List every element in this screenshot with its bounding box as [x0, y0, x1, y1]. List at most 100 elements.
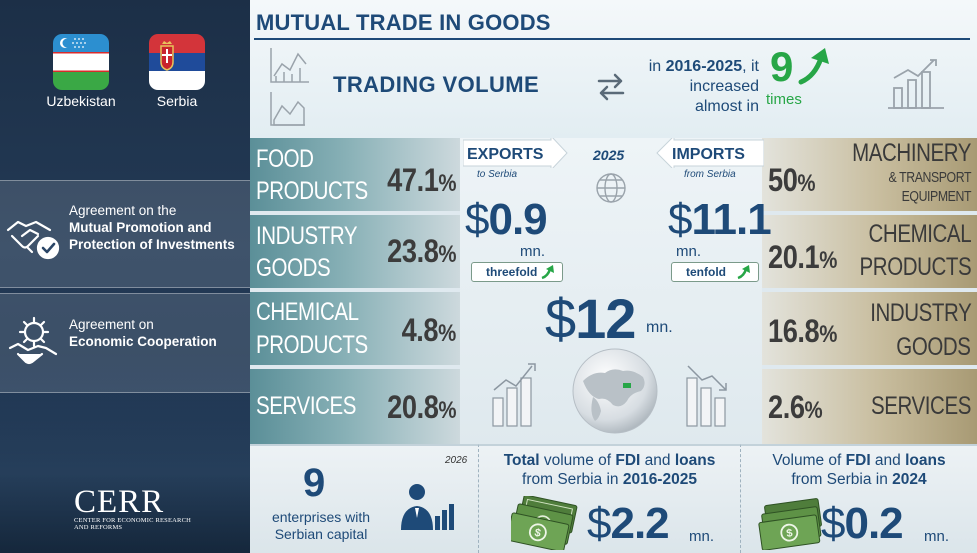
percent-sign: % [819, 247, 837, 274]
businessman-icon [401, 484, 454, 530]
export-row-food: FOOD PRODUCTS 47.1% [250, 138, 460, 211]
fdi-total-title-pre: Total [503, 452, 540, 469]
fdi-total-value: $2.2 [587, 499, 670, 549]
export-share: 47.1% [387, 162, 456, 199]
import-share-value: 20.1 [768, 239, 820, 275]
cerr-logo-text: CERR [74, 484, 165, 520]
line-chart-icon [270, 48, 309, 83]
imports-amount: 11.1 [691, 195, 771, 244]
serbia-label: Serbia [156, 93, 198, 109]
globe-grid-icon [596, 173, 626, 203]
svg-text:$: $ [786, 527, 794, 540]
exports-arrow-tag [463, 138, 568, 168]
up-arrow-icon [737, 265, 750, 280]
import-share-value: 50 [768, 162, 798, 198]
increase-suffix: , it [742, 58, 759, 75]
agreement-economic-text: Agreement on Economic Cooperation [69, 316, 245, 350]
increase-line2: increased [689, 78, 759, 95]
agreement-title: Economic Cooperation [69, 334, 217, 349]
fdi-2024-panel: Volume of FDI and loans from Serbia in 2… [740, 444, 977, 553]
fdi-total-title-mid: volume of [539, 452, 616, 469]
cerr-logo-subtitle: CENTER FOR ECONOMIC RESEARCH AND REFORMS [74, 517, 192, 531]
enterprises-count: 9 [303, 461, 326, 505]
export-row-industry: INDUSTRY GOODS 23.8% [250, 215, 460, 288]
imports-value: $11.1 [668, 195, 772, 245]
import-category-line2: PRODUCTS [859, 253, 971, 281]
export-category-line1: SERVICES [256, 392, 357, 420]
import-row-chemical: 20.1% CHEMICAL PRODUCTS [762, 215, 977, 288]
cash-bundle-icon: $ [758, 498, 822, 550]
exports-growth-label: threefold [486, 265, 538, 279]
total-amount: 12 [575, 287, 636, 350]
fdi-total-unit: mn. [689, 528, 715, 545]
imports-arrow-tag [656, 138, 764, 168]
percent-sign: % [438, 241, 456, 268]
exports-unit: mn. [520, 243, 546, 260]
header: MUTUAL TRADE IN GOODS TRADING VOLUME in … [250, 0, 977, 138]
import-category-line2: GOODS [896, 333, 972, 361]
imports-growth-label: tenfold [686, 265, 726, 279]
fdi-2024-unit: mn. [924, 528, 950, 545]
export-share-value: 23.8 [387, 233, 439, 269]
exports-growth-badge: threefold [471, 262, 563, 282]
percent-sign: % [438, 320, 456, 347]
exports-note: to Serbia [477, 169, 518, 180]
import-share: 50% [768, 162, 816, 199]
import-category: MACHINERY & TRANSPORT EQUIPMENT [852, 138, 971, 206]
export-share: 23.8% [387, 233, 456, 270]
enterprises-desc-line1: enterprises with [271, 509, 371, 525]
cerr-logo: CERR CENTER FOR ECONOMIC RESEARCH AND RE… [74, 484, 194, 532]
multiplier-unit: times [766, 91, 802, 108]
export-category-line1: FOOD [256, 145, 314, 173]
import-share: 16.8% [768, 313, 837, 350]
exports-amount: 0.9 [488, 195, 547, 244]
fdi-2024-title-pre: Volume of [772, 452, 846, 469]
currency-sign: $ [668, 195, 693, 244]
growth-bars-icon [492, 363, 536, 427]
percent-sign: % [804, 397, 823, 424]
fdi-total-title-from: from Serbia in [522, 471, 623, 488]
fdi-total-title-period: 2016-2025 [622, 471, 697, 488]
growth-arrow-icon [798, 48, 829, 85]
uzbekistan-flag-icon [53, 34, 109, 90]
trading-volume-label: TRADING VOLUME [333, 72, 540, 97]
svg-text:$: $ [533, 527, 541, 540]
import-share-value: 16.8 [768, 313, 820, 349]
area-chart-icon [270, 92, 305, 126]
year-label: 2025 [593, 147, 625, 163]
fdi-2024-value: $0.2 [821, 499, 904, 549]
total-trade-value: $12 [545, 286, 636, 351]
export-row-chemical: CHEMICAL PRODUCTS 4.8% [250, 292, 460, 365]
agreement-investments-text: Agreement on the Mutual Promotion and Pr… [69, 202, 245, 253]
imports-label: IMPORTS [672, 146, 745, 163]
fdi-2024-title-loans: loans [905, 452, 946, 469]
export-category-line1: CHEMICAL [256, 298, 359, 326]
enterprises-year: 2026 [445, 455, 468, 466]
swap-arrows-icon [597, 73, 625, 101]
imports-note: from Serbia [684, 169, 736, 180]
agreement-title: Mutual Promotion and Protection of Inves… [69, 220, 235, 252]
left-panel: Uzbekistan Serbia Agreement on the Mutua… [0, 0, 250, 553]
agreement-prefix: Agreement on the [69, 203, 177, 218]
city-background [0, 353, 250, 553]
import-row-services: 2.6% SERVICES [762, 369, 977, 444]
import-row-industry: 16.8% INDUSTRY GOODS [762, 292, 977, 365]
agreement-investments: Agreement on the Mutual Promotion and Pr… [0, 180, 250, 288]
import-category-line1: MACHINERY [852, 139, 971, 167]
fdi-2024-title-and: and [870, 452, 906, 469]
fdi-2024-title-year: 2024 [892, 471, 927, 488]
increase-period: 2016-2025 [665, 58, 743, 75]
agreement-prefix: Agreement on [69, 317, 154, 332]
increase-prefix: in [648, 58, 666, 75]
export-share: 4.8% [402, 312, 457, 349]
enterprises-desc: enterprises with Serbian capital [256, 509, 386, 543]
currency-sign: $ [545, 287, 576, 350]
gear-handshake-icon [6, 312, 62, 368]
import-share-value: 2.6 [768, 389, 805, 425]
fdi-total-title-loans: loans [674, 452, 716, 469]
center-panel: EXPORTS IMPORTS 2025 to Serbia from Serb… [460, 138, 772, 444]
import-category-line2: & TRANSPORT [888, 169, 971, 186]
fdi-2024-amount: 0.2 [844, 499, 903, 548]
export-category-line1: INDUSTRY [256, 222, 358, 250]
increase-line3: almost in [694, 98, 759, 115]
